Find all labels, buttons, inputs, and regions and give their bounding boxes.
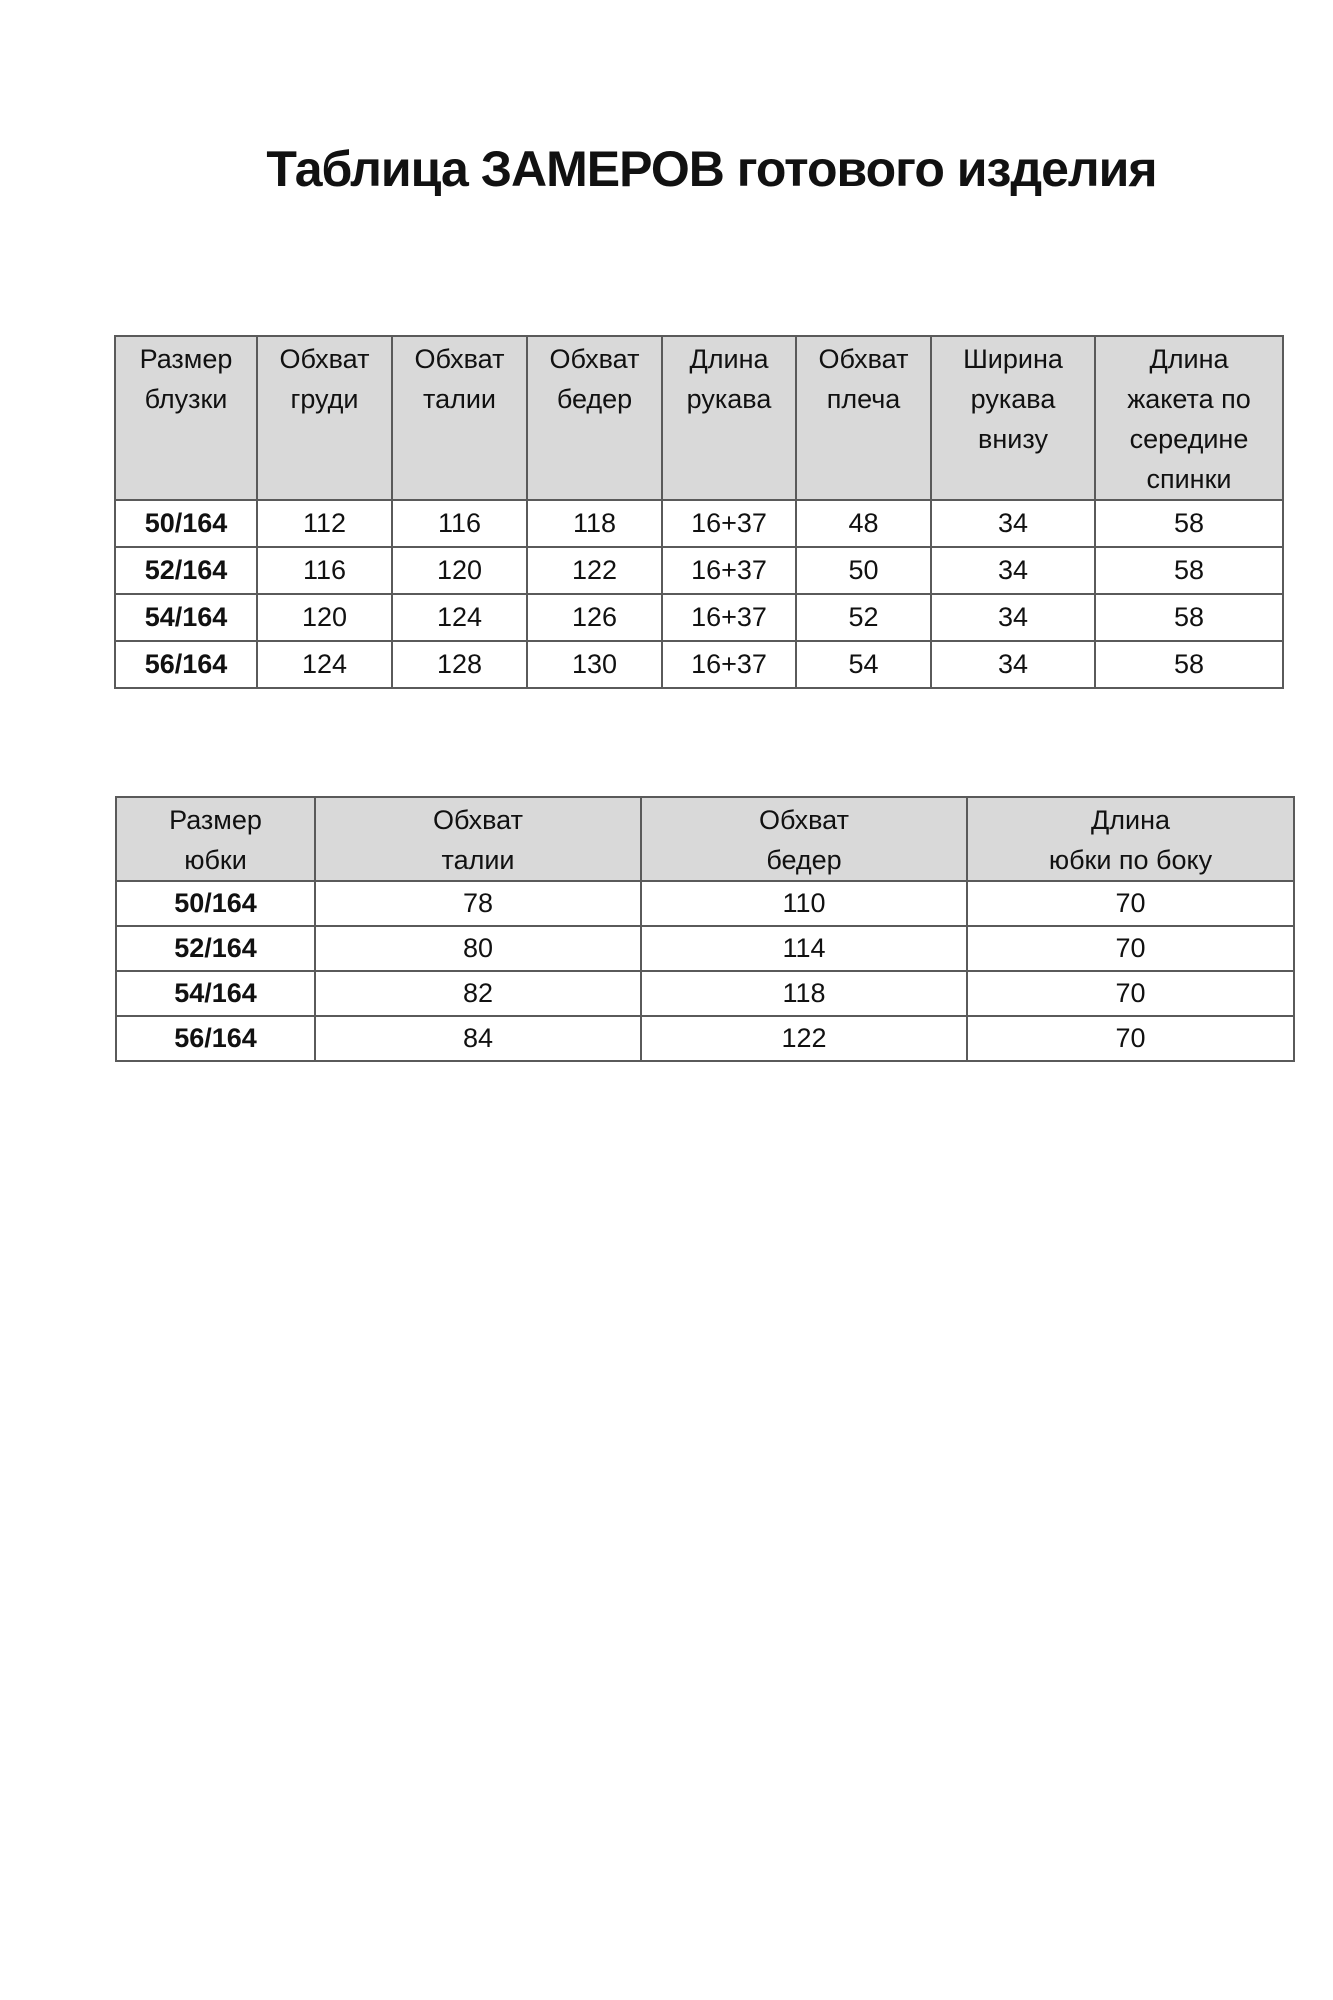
table-row: 50/164 78 110 70 [115,880,1295,927]
column-header: Размер юбки [115,796,316,882]
skirt-measurements-table: Размер юбки Обхват талии Обхват бедер Длина юбк… [115,796,1295,1062]
value-cell: 48 [795,499,932,548]
column-header-line: Длина [1149,344,1229,374]
column-header-line: середине [1129,424,1249,454]
value-cell: 114 [640,925,968,972]
column-header-line: талии [441,845,515,875]
column-header-line: рукава [686,384,772,414]
column-header: Длина юбки по боку [966,796,1295,882]
size-cell: 54/164 [114,593,258,642]
value-cell: 16+37 [661,499,797,548]
column-header: Обхват бедер [526,335,663,501]
value-cell: 128 [391,640,528,689]
table-row: 52/164 80 114 70 [115,925,1295,972]
value-cell: 130 [526,640,663,689]
value-cell: 124 [391,593,528,642]
column-header-line: груди [290,384,359,414]
size-cell: 50/164 [114,499,258,548]
value-cell: 118 [526,499,663,548]
value-cell: 58 [1094,499,1284,548]
table-row: 54/164 120 124 126 16+37 52 34 58 [114,593,1284,642]
value-cell: 34 [930,546,1096,595]
value-cell: 34 [930,593,1096,642]
column-header: Обхват бедер [640,796,968,882]
column-header-line: бедер [556,384,633,414]
column-header: Размер блузки [114,335,258,501]
value-cell: 120 [391,546,528,595]
table-row: 56/164 84 122 70 [115,1015,1295,1062]
column-header: Обхват груди [256,335,393,501]
column-header-line: плеча [826,384,901,414]
value-cell: 78 [314,880,642,927]
column-header-line: Обхват [279,344,370,374]
value-cell: 112 [256,499,393,548]
size-cell: 52/164 [115,925,316,972]
value-cell: 50 [795,546,932,595]
column-header-line: юбки [184,845,247,875]
table-row: 56/164 124 128 130 16+37 54 34 58 [114,640,1284,689]
column-header-line: Длина [689,344,769,374]
value-cell: 122 [526,546,663,595]
column-header-line: рукава [970,384,1056,414]
value-cell: 52 [795,593,932,642]
value-cell: 70 [966,970,1295,1017]
value-cell: 116 [256,546,393,595]
column-header-line: внизу [978,424,1048,454]
value-cell: 80 [314,925,642,972]
value-cell: 84 [314,1015,642,1062]
column-header-line: талии [423,384,496,414]
value-cell: 16+37 [661,640,797,689]
value-cell: 126 [526,593,663,642]
value-cell: 120 [256,593,393,642]
column-header-line: Обхват [818,344,909,374]
column-header-line: юбки по боку [1048,845,1213,875]
column-header: Обхват талии [391,335,528,501]
value-cell: 124 [256,640,393,689]
value-cell: 70 [966,925,1295,972]
value-cell: 82 [314,970,642,1017]
table-row: 52/164 116 120 122 16+37 50 34 58 [114,546,1284,595]
column-header-line: Обхват [414,344,505,374]
value-cell: 54 [795,640,932,689]
value-cell: 58 [1094,640,1284,689]
column-header: Обхват талии [314,796,642,882]
column-header-line: спинки [1146,464,1232,494]
column-header: Длина рукава [661,335,797,501]
value-cell: 116 [391,499,528,548]
column-header-line: жакета по [1127,384,1251,414]
value-cell: 110 [640,880,968,927]
column-header-line: блузки [144,384,228,414]
size-cell: 50/164 [115,880,316,927]
column-header: Ширина рукава внизу [930,335,1096,501]
column-header-line: Размер [139,344,233,374]
value-cell: 34 [930,640,1096,689]
table-row: 50/164 112 116 118 16+37 48 34 58 [114,499,1284,548]
value-cell: 122 [640,1015,968,1062]
column-header-line: Размер [169,805,262,835]
value-cell: 58 [1094,546,1284,595]
blouse-measurements-table: Размер блузки Обхват груди Обхват талии Обхват… [114,335,1284,689]
value-cell: 16+37 [661,593,797,642]
column-header-line: Ширина [963,344,1063,374]
value-cell: 34 [930,499,1096,548]
column-header-line: Длина [1090,805,1171,835]
size-cell: 56/164 [114,640,258,689]
value-cell: 118 [640,970,968,1017]
value-cell: 70 [966,1015,1295,1062]
size-cell: 56/164 [115,1015,316,1062]
size-cell: 52/164 [114,546,258,595]
value-cell: 70 [966,880,1295,927]
column-header: Длина жакета по середине спинки [1094,335,1284,501]
table-row: 54/164 82 118 70 [115,970,1295,1017]
page-title: Таблица ЗАМЕРОВ готового изделия [266,141,1157,197]
column-header-line: Обхват [433,805,523,835]
column-header-line: Обхват [759,805,849,835]
column-header: Обхват плеча [795,335,932,501]
value-cell: 58 [1094,593,1284,642]
value-cell: 16+37 [661,546,797,595]
column-header-line: бедер [766,845,842,875]
column-header-line: Обхват [549,344,640,374]
size-cell: 54/164 [115,970,316,1017]
